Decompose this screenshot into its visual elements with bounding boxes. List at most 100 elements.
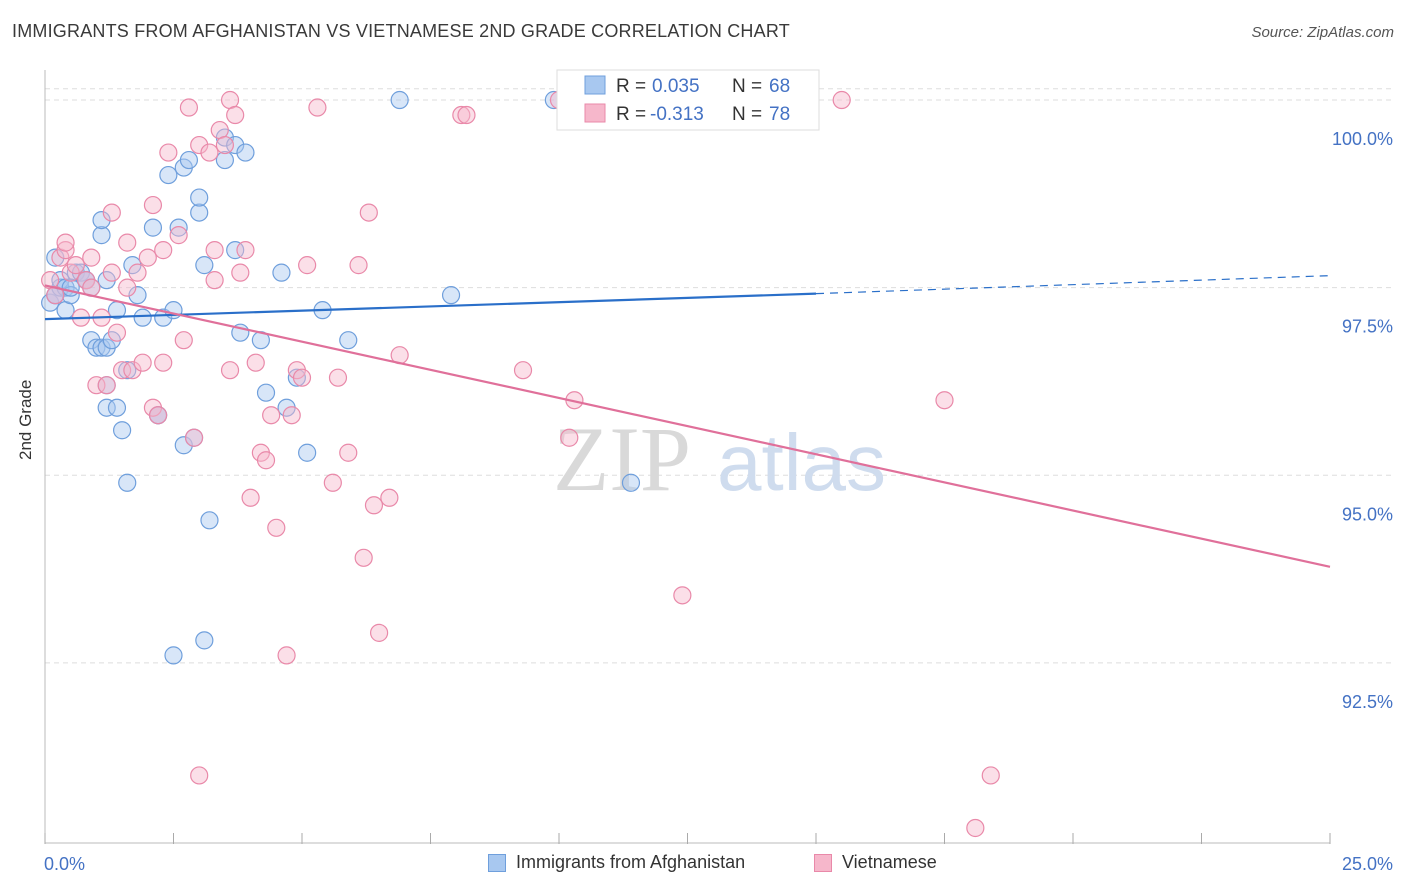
afghan-point-49 xyxy=(226,241,245,260)
afghan-point-45 xyxy=(200,511,219,530)
legend-label-viet: Vietnamese xyxy=(842,852,937,872)
afghan-point-1 xyxy=(46,248,65,267)
afghan-point-29 xyxy=(143,218,163,237)
viet-trend-line xyxy=(44,284,1331,568)
viet-point-75 xyxy=(832,90,851,110)
stats-legend: R = 0.035 N = 68 R = -0.313 N = 78 xyxy=(556,69,820,131)
chart-source: Source: ZipAtlas.com xyxy=(1251,24,1394,41)
viet-point-77 xyxy=(966,818,985,838)
viet-point-76 xyxy=(935,391,954,410)
watermark-atlas: atlas xyxy=(717,418,886,507)
afghan-point-34 xyxy=(164,646,183,665)
viet-point-72 xyxy=(560,428,579,447)
bottom-legend: Immigrants from Afghanistan Vietnamese xyxy=(0,852,1406,876)
y-tick-label-0: 92.5% xyxy=(1342,692,1393,712)
viet-point-49 xyxy=(256,451,276,470)
viet-point-44 xyxy=(231,263,250,282)
afghan-point-39 xyxy=(179,150,199,170)
y-tick-label-2: 97.5% xyxy=(1342,317,1393,337)
legend-swatch-viet-bottom xyxy=(814,853,832,872)
viet-point-65 xyxy=(370,623,389,642)
viet-point-23 xyxy=(138,248,157,267)
viet-point-78 xyxy=(981,766,1000,785)
afghan-point-17 xyxy=(92,226,111,245)
afghan-point-33 xyxy=(159,165,178,185)
viet-point-43 xyxy=(226,105,245,125)
afghan-point-37 xyxy=(174,436,193,455)
afghan-point-25 xyxy=(118,473,137,492)
afghan-point-47 xyxy=(215,150,234,170)
axes xyxy=(44,70,1331,844)
viet-point-63 xyxy=(359,203,378,222)
viet-point-51 xyxy=(267,518,286,537)
legend-item-afghan[interactable]: Immigrants from Afghanistan xyxy=(488,852,745,873)
viet-point-62 xyxy=(354,548,373,567)
afghan-point-56 xyxy=(287,368,306,387)
afghan-point-41 xyxy=(190,203,209,222)
viet-point-20 xyxy=(123,361,142,380)
afghan-trend-line xyxy=(44,292,817,321)
afghan-point-21 xyxy=(107,398,127,417)
viet-point-52 xyxy=(277,646,296,665)
viet-point-59 xyxy=(328,368,348,387)
afghan-point-32 xyxy=(154,308,173,327)
legend-n-label-1: N = xyxy=(732,76,762,97)
afghan-point-43 xyxy=(195,631,214,650)
legend-r-label-1: R = xyxy=(616,76,646,97)
x-tick-label-1: 25.0% xyxy=(1342,854,1393,874)
viet-point-46 xyxy=(241,488,260,507)
viet-point-40 xyxy=(215,135,234,155)
watermark-zip: ZIP xyxy=(553,408,691,510)
viet-point-11 xyxy=(87,376,106,395)
viet-point-47 xyxy=(246,353,265,372)
viet-point-61 xyxy=(349,256,368,275)
viet-point-70 xyxy=(513,361,533,380)
afghan-point-61 xyxy=(441,286,461,305)
y-tick-label-1: 95.0% xyxy=(1342,504,1393,524)
legend-item-viet[interactable]: Vietnamese xyxy=(814,852,937,873)
viet-point-18 xyxy=(118,233,137,252)
viet-point-74 xyxy=(673,586,692,605)
viet-point-22 xyxy=(133,353,152,372)
viet-point-56 xyxy=(298,256,317,275)
viet-point-26 xyxy=(148,406,168,425)
x-tick-label-0: 0.0% xyxy=(44,854,85,874)
afghan-point-60 xyxy=(390,90,409,110)
viet-point-30 xyxy=(169,226,188,245)
viet-point-33 xyxy=(184,428,204,447)
viet-point-14 xyxy=(102,203,121,222)
viet-point-66 xyxy=(380,488,399,507)
afghan-point-48 xyxy=(226,135,245,155)
x-tick-labels: 0.0% 25.0% xyxy=(44,854,1393,874)
afghan-point-57 xyxy=(298,443,317,462)
viet-point-6 xyxy=(66,256,85,275)
viet-point-55 xyxy=(292,368,312,387)
viet-point-17 xyxy=(112,361,132,380)
viet-point-27 xyxy=(154,241,173,260)
viet-point-69 xyxy=(457,105,476,125)
viet-point-68 xyxy=(452,105,471,125)
viet-point-19 xyxy=(118,278,137,297)
viet-point-34 xyxy=(190,766,209,785)
trend-lines xyxy=(44,275,1331,568)
grid-lines xyxy=(45,88,1392,664)
legend-r-value-1: 0.035 xyxy=(652,76,700,97)
afghan-point-24 xyxy=(118,361,137,380)
viet-point-10 xyxy=(82,248,101,267)
viet-point-38 xyxy=(205,241,224,260)
viet-point-29 xyxy=(159,143,178,162)
y-tick-labels: 92.5% 95.0% 97.5% 100.0% xyxy=(1332,129,1393,712)
viet-point-31 xyxy=(174,331,193,350)
viet-point-50 xyxy=(262,406,281,425)
legend-swatch-afghan-bottom xyxy=(488,853,506,872)
viet-point-53 xyxy=(282,406,301,425)
afghan-point-28 xyxy=(133,308,152,327)
viet-point-28 xyxy=(154,353,173,372)
legend-r-label-2: R = xyxy=(616,104,646,125)
afghan-point-42 xyxy=(190,188,209,207)
afghan-point-59 xyxy=(339,331,358,350)
legend-n-value-2: 78 xyxy=(769,104,790,125)
legend-label-afghan: Immigrants from Afghanistan xyxy=(516,852,746,872)
viet-point-41 xyxy=(220,361,240,380)
